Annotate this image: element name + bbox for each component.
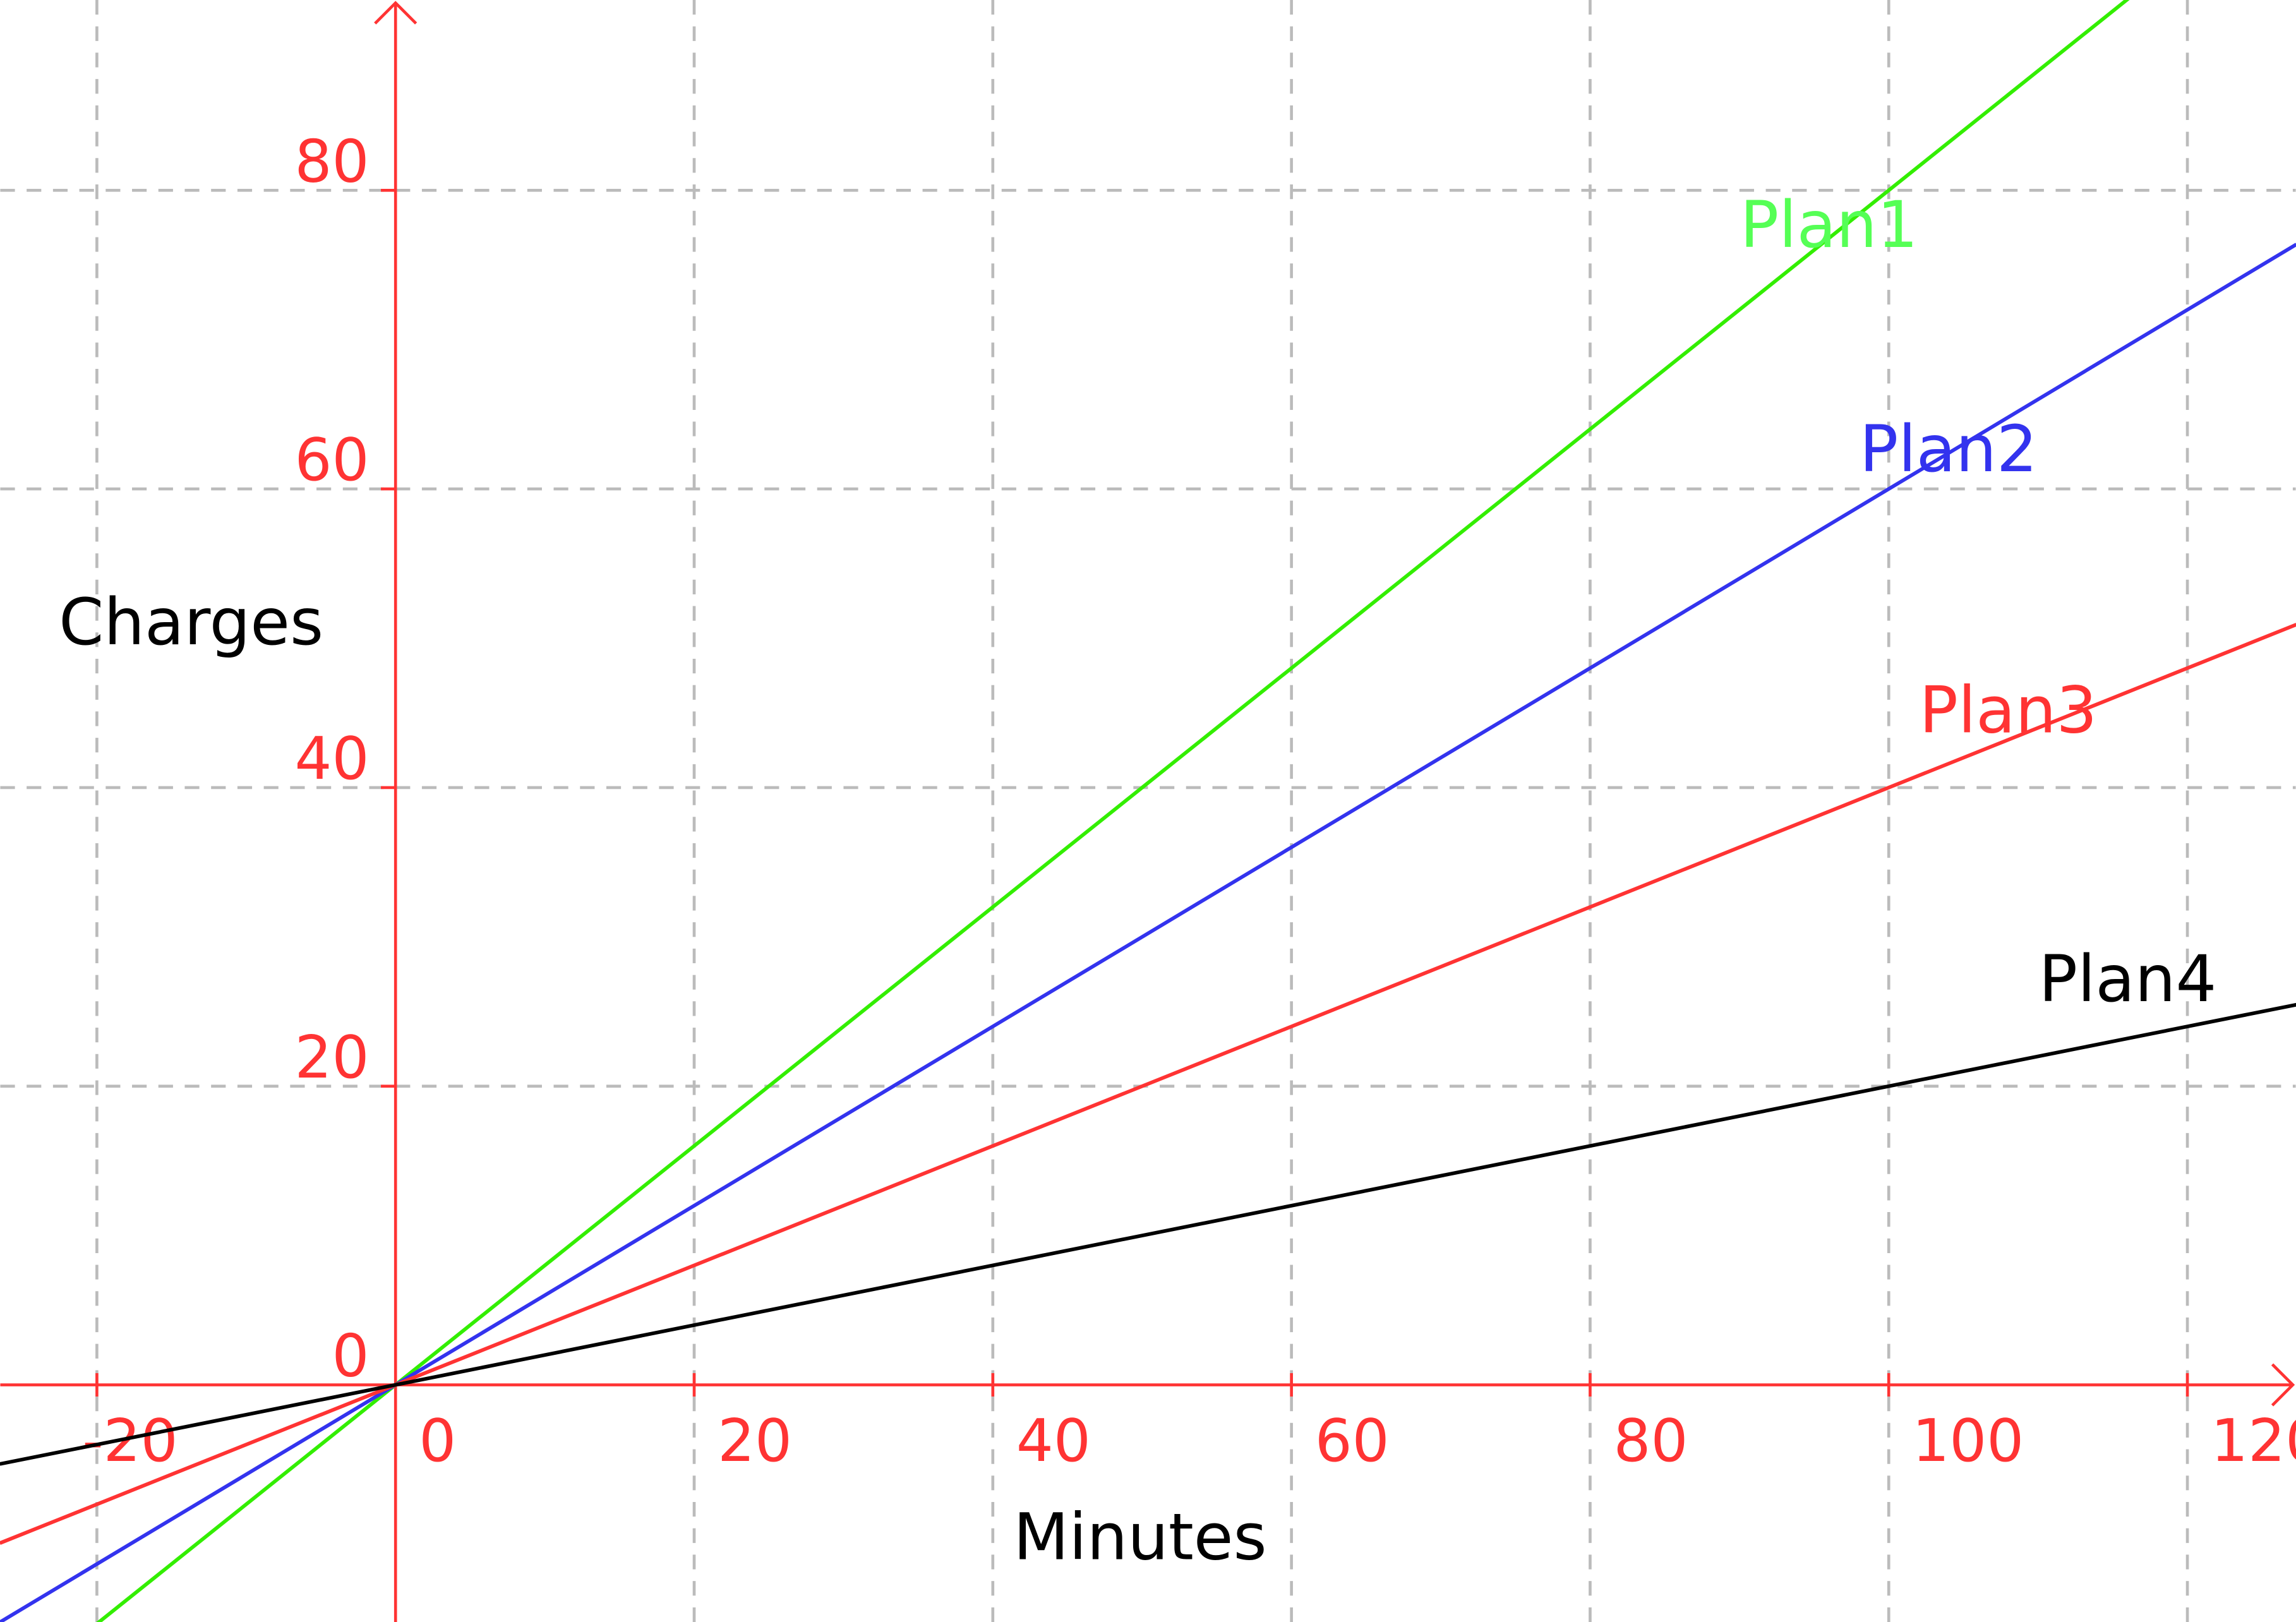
- y-tick-label: 40: [295, 724, 370, 793]
- series-label-plan4: Plan4: [2039, 942, 2217, 1017]
- series-label-plan3: Plan3: [1919, 673, 2097, 748]
- x-tick-label: 0: [419, 1407, 456, 1475]
- x-axis-label: Minutes: [1013, 1499, 1266, 1575]
- x-tick-label: 20: [718, 1407, 792, 1475]
- x-tick-label: 100: [1912, 1407, 2024, 1475]
- x-tick-label: 40: [1016, 1407, 1091, 1475]
- y-axis-arrow: [374, 1, 418, 25]
- x-tick-label: -20: [82, 1407, 177, 1475]
- x-tick-label: 80: [1614, 1407, 1688, 1475]
- y-tick-label: 0: [332, 1322, 370, 1390]
- series-label-plan2: Plan2: [1860, 412, 2038, 487]
- y-tick-label: 80: [295, 127, 370, 195]
- series-line-plan3: [0, 623, 2296, 1545]
- x-axis-arrow: [2271, 1363, 2295, 1407]
- y-tick-label: 60: [295, 426, 370, 494]
- series-line-plan4: [0, 1002, 2296, 1466]
- x-tick-label: 60: [1315, 1407, 1390, 1475]
- series-labels: Plan1 Plan2 Plan3 Plan4: [1740, 188, 2217, 1017]
- series-line-plan2: [0, 243, 2296, 1622]
- y-axis-label: Charges: [59, 585, 323, 660]
- x-tick-label: 120: [2211, 1407, 2296, 1475]
- series-label-plan1: Plan1: [1740, 188, 1918, 263]
- y-tick-label: 20: [295, 1023, 370, 1091]
